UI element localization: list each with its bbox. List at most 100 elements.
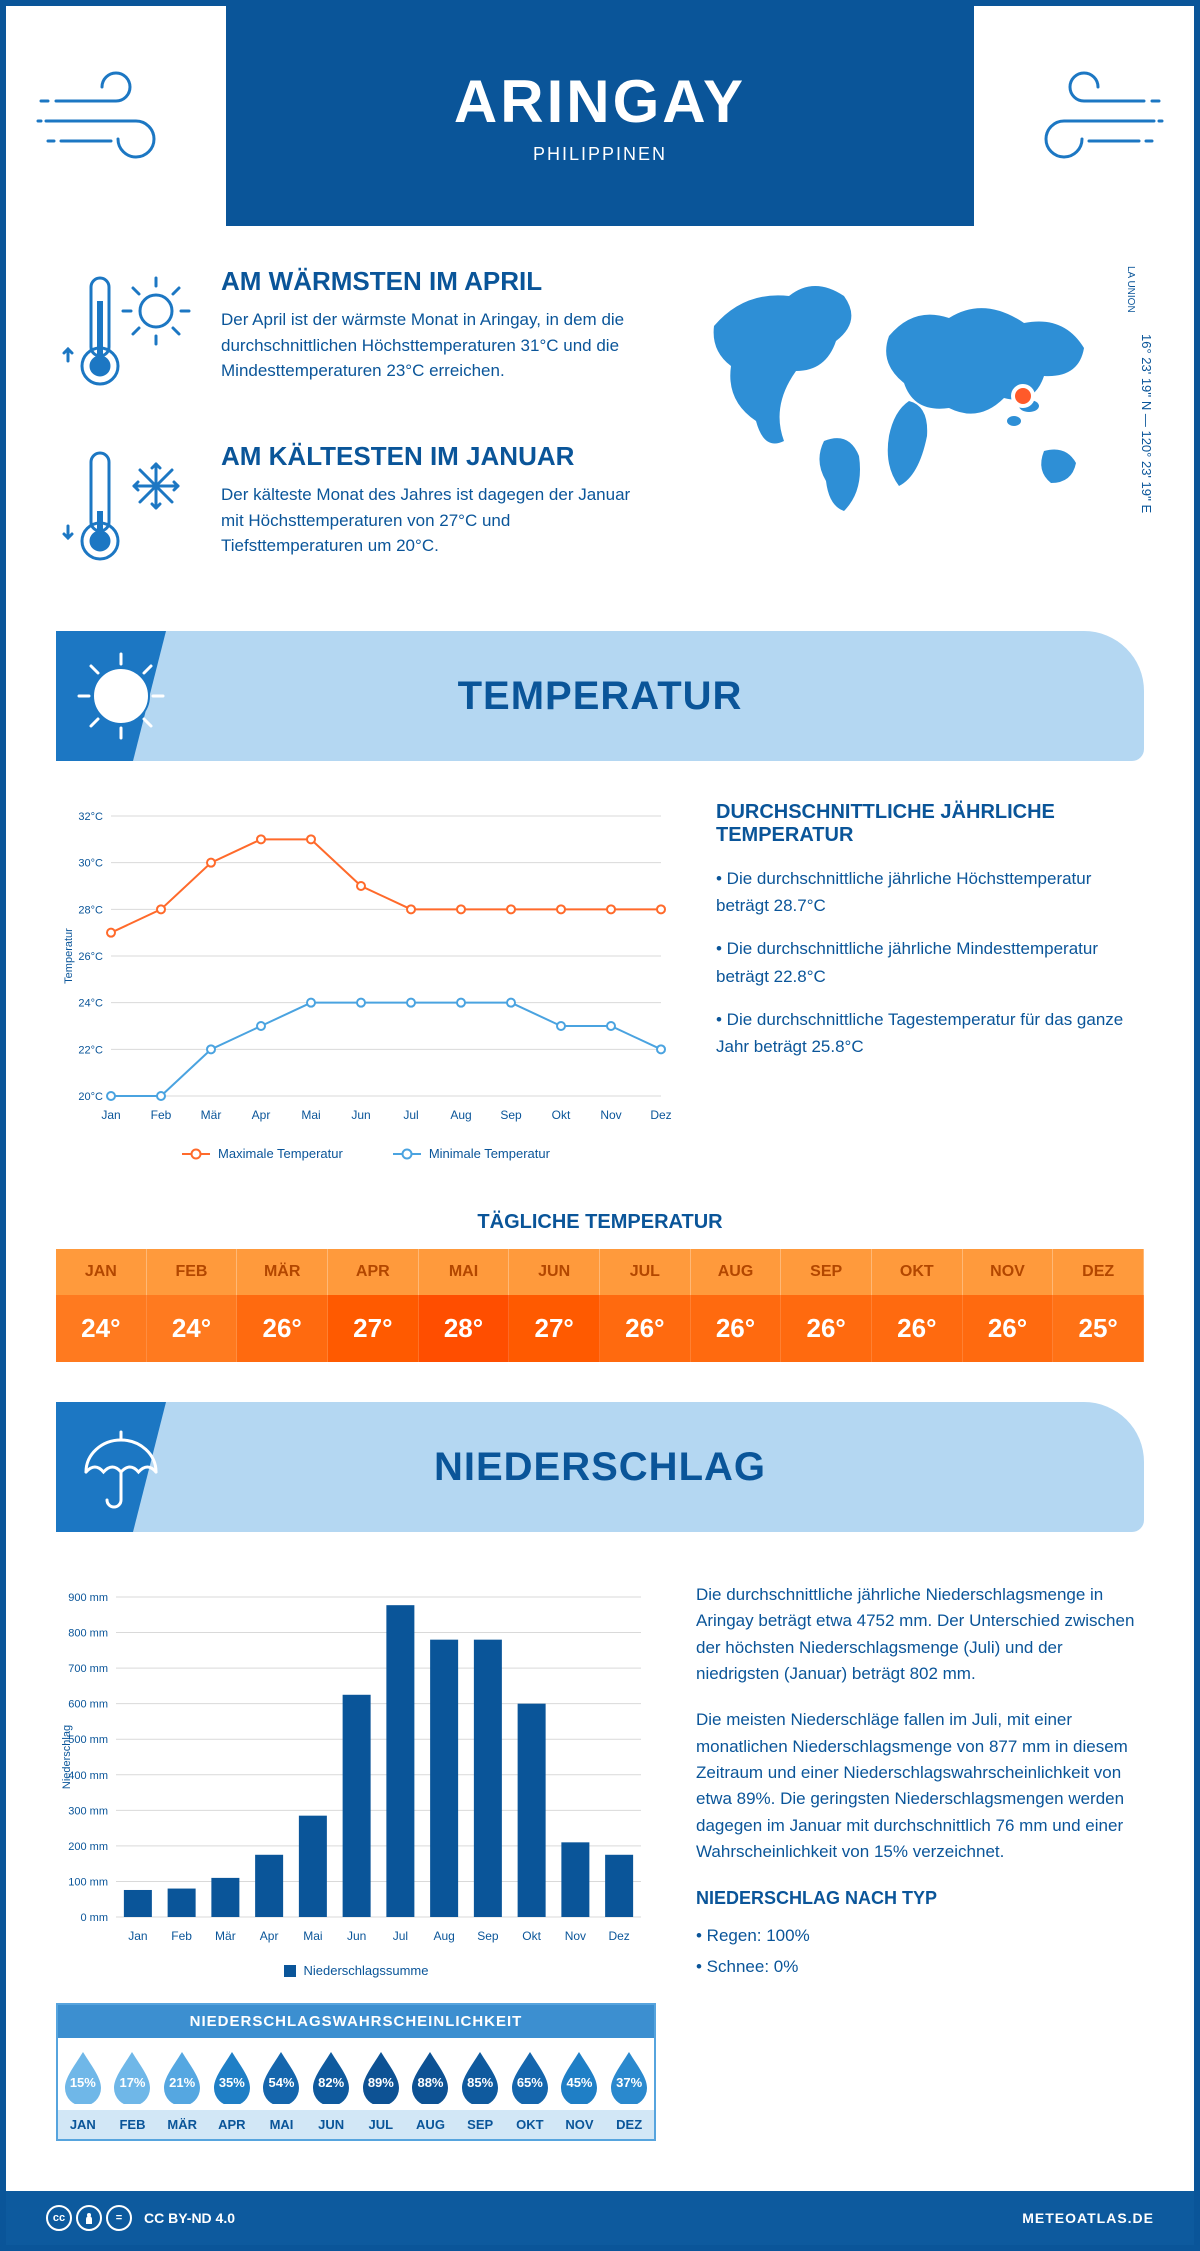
svg-text:0 mm: 0 mm xyxy=(81,1912,109,1924)
facts-column: AM WÄRMSTEN IM APRIL Der April ist der w… xyxy=(56,266,634,581)
svg-text:900 mm: 900 mm xyxy=(68,1592,108,1604)
prob-drop: 82% xyxy=(306,2038,356,2110)
fact-coldest: AM KÄLTESTEN IM JANUAR Der kälteste Mona… xyxy=(56,441,634,581)
umbrella-icon xyxy=(71,1417,171,1522)
precip-type-2: • Schnee: 0% xyxy=(696,1954,1144,1980)
prob-month: FEB xyxy=(108,2110,158,2139)
svg-text:Feb: Feb xyxy=(151,1108,172,1122)
fact-warm-text: Der April ist der wärmste Monat in Aring… xyxy=(221,307,634,384)
by-icon xyxy=(76,2205,102,2231)
svg-text:Niederschlag: Niederschlag xyxy=(61,1725,73,1789)
infographic-frame: ARINGAY PHILIPPINEN xyxy=(0,0,1200,2251)
daily-value: 26° xyxy=(963,1295,1054,1362)
daily-header: FEB xyxy=(147,1249,238,1295)
legend-min: .legend-item:nth-child(2) .legend-line::… xyxy=(393,1146,550,1161)
precip-p1: Die durchschnittliche jährliche Niedersc… xyxy=(696,1582,1144,1687)
svg-text:Mär: Mär xyxy=(215,1929,236,1943)
prob-month: AUG xyxy=(406,2110,456,2139)
prob-drop: 37% xyxy=(604,2038,654,2110)
daily-value: 24° xyxy=(56,1295,147,1362)
svg-text:Nov: Nov xyxy=(600,1108,621,1122)
temperature-content: 20°C22°C24°C26°C28°C30°C32°CJanFebMärApr… xyxy=(6,791,1194,1181)
svg-text:22°C: 22°C xyxy=(78,1044,103,1056)
prob-month: MÄR xyxy=(157,2110,207,2139)
prob-title: NIEDERSCHLAGSWAHRSCHEINLICHKEIT xyxy=(58,2005,654,2038)
daily-header: APR xyxy=(328,1249,419,1295)
daily-header: JAN xyxy=(56,1249,147,1295)
daily-header: AUG xyxy=(691,1249,782,1295)
svg-text:Nov: Nov xyxy=(565,1929,586,1943)
svg-text:Temperatur: Temperatur xyxy=(63,928,75,984)
daily-value: 24° xyxy=(147,1295,238,1362)
svg-text:Aug: Aug xyxy=(433,1929,454,1943)
svg-text:Mär: Mär xyxy=(201,1108,222,1122)
cc-icons: cc = xyxy=(46,2205,132,2231)
prob-month: NOV xyxy=(555,2110,605,2139)
svg-text:32°C: 32°C xyxy=(78,811,103,823)
precip-bar-chart: 0 mm100 mm200 mm300 mm400 mm500 mm600 mm… xyxy=(56,1582,656,2141)
svg-text:Jun: Jun xyxy=(347,1929,366,1943)
temp-bullet-3: • Die durchschnittliche Tagestemperatur … xyxy=(716,1006,1144,1060)
prob-month: SEP xyxy=(455,2110,505,2139)
svg-text:Dez: Dez xyxy=(608,1929,629,1943)
daily-value: 26° xyxy=(600,1295,691,1362)
svg-text:24°C: 24°C xyxy=(78,998,103,1010)
svg-text:Jul: Jul xyxy=(403,1108,418,1122)
prob-month: JUL xyxy=(356,2110,406,2139)
header: ARINGAY PHILIPPINEN xyxy=(6,6,1194,226)
svg-text:Aug: Aug xyxy=(450,1108,471,1122)
precip-probability-table: NIEDERSCHLAGSWAHRSCHEINLICHKEIT 15% 17% … xyxy=(56,2003,656,2141)
svg-text:Jan: Jan xyxy=(101,1108,120,1122)
city-title: ARINGAY xyxy=(454,67,746,136)
svg-text:Mai: Mai xyxy=(303,1929,322,1943)
wind-icon xyxy=(1004,56,1164,176)
svg-text:800 mm: 800 mm xyxy=(68,1628,108,1640)
svg-text:Okt: Okt xyxy=(552,1108,571,1122)
section-banner-precip: NIEDERSCHLAG xyxy=(56,1402,1144,1532)
temperature-line-chart: 20°C22°C24°C26°C28°C30°C32°CJanFebMärApr… xyxy=(56,801,676,1161)
precip-p2: Die meisten Niederschläge fallen im Juli… xyxy=(696,1707,1144,1865)
svg-text:Sep: Sep xyxy=(477,1929,499,1943)
temp-bullet-1: • Die durchschnittliche jährliche Höchst… xyxy=(716,865,1144,919)
daily-header: MAI xyxy=(419,1249,510,1295)
footer: cc = CC BY-ND 4.0 METEOATLAS.DE xyxy=(6,2191,1194,2245)
prob-drop: 54% xyxy=(257,2038,307,2110)
temperature-heading: TEMPERATUR xyxy=(458,674,743,719)
daily-value: 25° xyxy=(1053,1295,1144,1362)
svg-text:Apr: Apr xyxy=(260,1929,279,1943)
fact-warm-title: AM WÄRMSTEN IM APRIL xyxy=(221,266,634,297)
prob-month: DEZ xyxy=(604,2110,654,2139)
location-marker xyxy=(1013,386,1033,406)
daily-header: DEZ xyxy=(1053,1249,1144,1295)
svg-text:300 mm: 300 mm xyxy=(68,1805,108,1817)
precip-summary: Die durchschnittliche jährliche Niedersc… xyxy=(696,1582,1144,2141)
svg-text:Apr: Apr xyxy=(252,1108,271,1122)
daily-header: JUN xyxy=(509,1249,600,1295)
cc-icon: cc xyxy=(46,2205,72,2231)
temp-bullet-2: • Die durchschnittliche jährliche Mindes… xyxy=(716,935,1144,989)
daily-header: JUL xyxy=(600,1249,691,1295)
svg-text:26°C: 26°C xyxy=(78,951,103,963)
fact-cold-title: AM KÄLTESTEN IM JANUAR xyxy=(221,441,634,472)
prob-drop: 88% xyxy=(406,2038,456,2110)
site-name: METEOATLAS.DE xyxy=(1022,2210,1154,2226)
precip-type-1: • Regen: 100% xyxy=(696,1923,1144,1949)
prob-drop: 15% xyxy=(58,2038,108,2110)
prob-month: APR xyxy=(207,2110,257,2139)
thermometer-sun-icon xyxy=(56,266,196,406)
svg-text:Sep: Sep xyxy=(500,1108,522,1122)
prob-drop: 65% xyxy=(505,2038,555,2110)
wind-decoration-right xyxy=(974,6,1194,226)
daily-value: 28° xyxy=(419,1295,510,1362)
svg-text:Feb: Feb xyxy=(171,1929,192,1943)
svg-text:Okt: Okt xyxy=(522,1929,541,1943)
fact-warmest: AM WÄRMSTEN IM APRIL Der April ist der w… xyxy=(56,266,634,406)
svg-text:100 mm: 100 mm xyxy=(68,1876,108,1888)
svg-text:28°C: 28°C xyxy=(78,904,103,916)
svg-text:400 mm: 400 mm xyxy=(68,1770,108,1782)
daily-header: OKT xyxy=(872,1249,963,1295)
title-block: ARINGAY PHILIPPINEN xyxy=(226,6,974,226)
wind-decoration-left xyxy=(6,6,226,226)
prob-month: MAI xyxy=(257,2110,307,2139)
thermometer-snow-icon xyxy=(56,441,196,581)
